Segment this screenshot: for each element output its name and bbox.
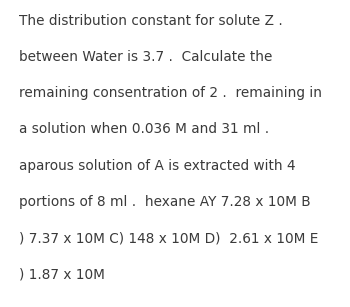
Text: remaining consentration of 2 .  remaining in: remaining consentration of 2 . remaining… — [19, 86, 322, 100]
Text: The distribution constant for solute Z .: The distribution constant for solute Z . — [19, 14, 283, 28]
Text: aparous solution of A is extracted with 4: aparous solution of A is extracted with … — [19, 159, 296, 173]
Text: ) 7.37 x 10M C) 148 x 10M D)  2.61 x 10M E: ) 7.37 x 10M C) 148 x 10M D) 2.61 x 10M … — [19, 231, 318, 245]
Text: ) 1.87 x 10M: ) 1.87 x 10M — [19, 267, 105, 282]
Text: portions of 8 ml .  hexane AY 7.28 x 10M B: portions of 8 ml . hexane AY 7.28 x 10M … — [19, 195, 311, 209]
Text: a solution when 0.036 M and 31 ml .: a solution when 0.036 M and 31 ml . — [19, 122, 270, 137]
Text: between Water is 3.7 .  Calculate the: between Water is 3.7 . Calculate the — [19, 50, 273, 64]
